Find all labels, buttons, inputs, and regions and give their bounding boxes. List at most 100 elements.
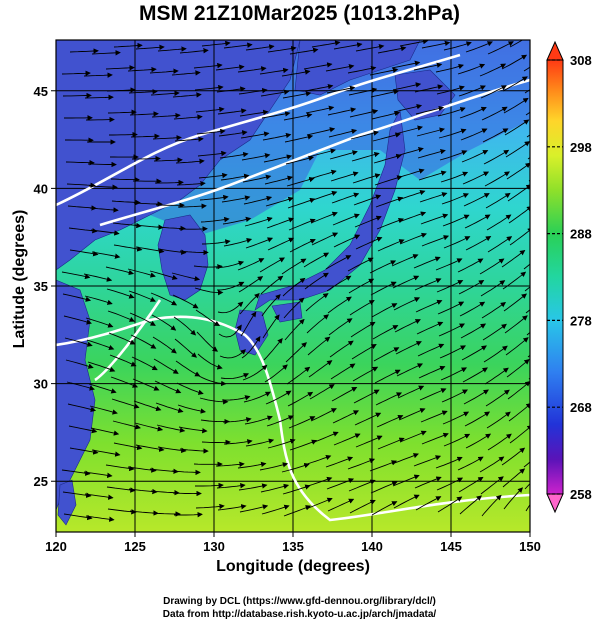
streamline: [391, 60, 421, 69]
streamline: [329, 340, 354, 358]
streamline: [440, 171, 469, 183]
streamline: [285, 342, 307, 363]
streamline: [350, 130, 379, 140]
streamline: [465, 433, 492, 449]
streamline: [327, 107, 357, 116]
streamline: [267, 45, 297, 53]
streamline: [282, 91, 312, 99]
streamline: [376, 415, 404, 428]
streamline: [135, 246, 165, 254]
streamline: [464, 411, 491, 427]
streamline: [218, 324, 242, 338]
streamline: [89, 207, 119, 213]
streamline: [377, 239, 405, 252]
streamline: [486, 411, 511, 429]
streamline: [239, 292, 260, 315]
streamline: [464, 214, 491, 229]
streamline: [155, 402, 184, 413]
streamline: [288, 416, 316, 429]
y-tick-label: 25: [34, 474, 48, 489]
streamline: [347, 257, 374, 272]
streamline: [109, 131, 138, 138]
streamline: [308, 169, 337, 180]
streamline: [419, 388, 447, 401]
streamline: [418, 170, 447, 181]
streamline: [150, 90, 180, 97]
streamline: [355, 236, 383, 250]
streamline: [61, 70, 91, 77]
streamline: [263, 337, 283, 361]
streamline: [331, 386, 358, 402]
streamline: [480, 476, 504, 495]
streamline: [245, 438, 275, 447]
streamline: [437, 107, 466, 117]
streamline: [327, 296, 352, 314]
streamline: [217, 301, 244, 314]
streamline: [196, 128, 226, 135]
streamline: [261, 111, 291, 119]
streamline: [259, 67, 289, 75]
streamline: [85, 515, 115, 522]
streamline: [370, 281, 397, 296]
streamline: [289, 47, 319, 55]
streamline: [289, 439, 318, 451]
streamline: [62, 491, 92, 498]
streamline: [396, 363, 424, 377]
streamline: [332, 410, 360, 424]
streamline: [395, 341, 422, 355]
streamline: [348, 479, 376, 492]
streamline: [479, 456, 505, 473]
y-tick-label: 30: [34, 377, 48, 392]
streamline: [326, 478, 355, 490]
colorbar-bottom-arrow: [546, 493, 564, 514]
streamline: [333, 42, 363, 50]
streamline: [244, 415, 273, 425]
streamline: [443, 236, 471, 249]
streamline: [105, 65, 135, 71]
streamline: [506, 359, 530, 378]
streamline: [458, 85, 486, 97]
streamline: [244, 216, 273, 227]
streamline: [216, 86, 246, 93]
streamline: [217, 108, 247, 115]
streamline: [177, 404, 206, 414]
streamline: [503, 293, 528, 312]
streamline: [243, 391, 271, 403]
streamline: [459, 301, 486, 317]
streamline: [457, 456, 484, 471]
streamline: [85, 317, 114, 328]
streamline: [370, 89, 400, 98]
streamline: [504, 315, 528, 334]
streamline: [349, 109, 379, 118]
streamline: [287, 391, 314, 407]
streamline: [311, 431, 339, 444]
streamline: [198, 172, 228, 179]
streamline: [391, 254, 419, 267]
x-tick-label: 145: [440, 539, 462, 554]
streamline: [501, 249, 526, 268]
streamline: [347, 458, 376, 470]
streamline: [398, 408, 426, 421]
colorbar-top-arrow: [546, 40, 564, 61]
colorbar-tick-label: 288: [570, 227, 592, 242]
streamline: [443, 433, 471, 447]
streamline: [130, 334, 157, 349]
streamline: [286, 176, 315, 187]
streamline: [171, 70, 201, 76]
streamline: [259, 462, 289, 471]
streamline: [129, 111, 159, 117]
streamline: [501, 447, 526, 466]
streamline: [374, 369, 401, 384]
streamline: [216, 482, 246, 489]
streamline: [351, 344, 377, 360]
streamline: [303, 62, 333, 70]
streamline: [151, 314, 177, 331]
streamline: [458, 476, 484, 493]
streamline: [84, 493, 114, 500]
wind-streamlines: [61, 40, 530, 522]
streamline: [199, 194, 229, 201]
streamline: [441, 193, 469, 205]
streamline: [394, 319, 421, 333]
streamline: [370, 481, 398, 494]
streamline: [283, 112, 313, 121]
